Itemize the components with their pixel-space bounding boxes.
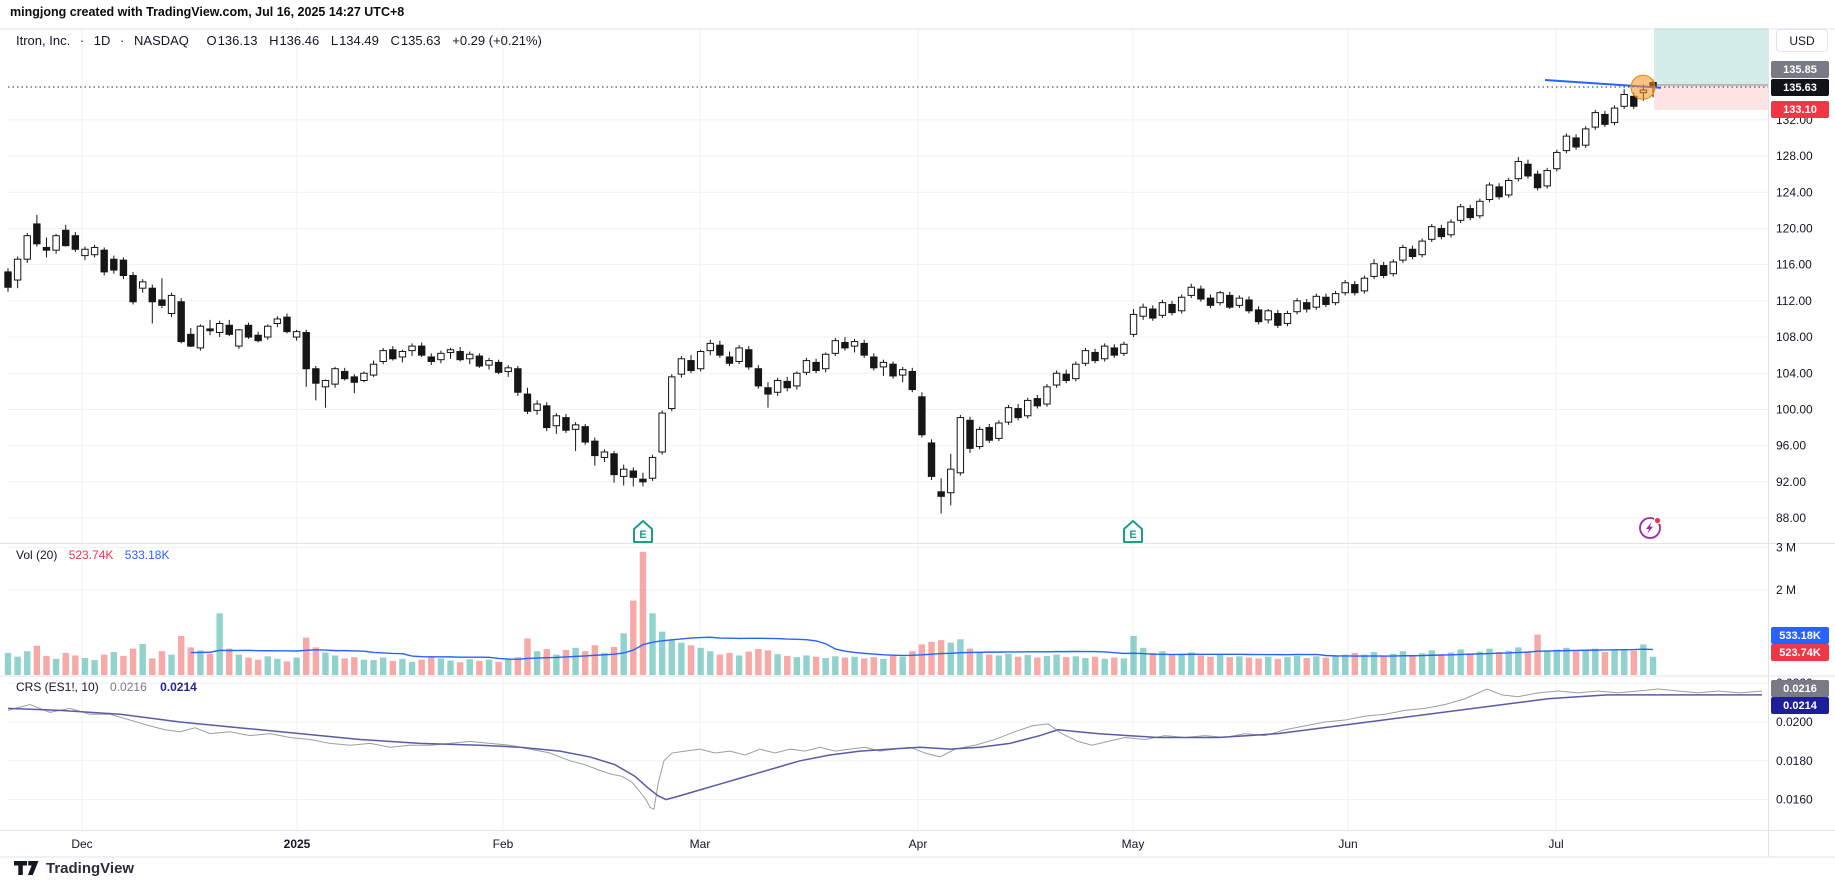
axis-tick-label: Jul — [1548, 837, 1563, 851]
axis-tick-label: 0.0200 — [1776, 715, 1813, 729]
tradingview-logo-icon — [14, 861, 39, 875]
axis-tick-label: 0.0180 — [1776, 754, 1813, 768]
axis-tick-label: Jun — [1338, 837, 1357, 851]
axis-tick-label: Feb — [493, 837, 514, 851]
axis-tick-label: Mar — [690, 837, 711, 851]
legend-separator: · — [79, 33, 85, 48]
currency-selector[interactable]: USD — [1776, 29, 1828, 52]
volume-ma-value: 523.74K — [68, 548, 114, 562]
price-badge-entry: 135.85 — [1771, 61, 1829, 78]
earnings-icon[interactable]: E — [633, 520, 653, 543]
axis-tick-label: 128.00 — [1776, 149, 1813, 163]
crs-navy-value: 0.0214 — [160, 680, 197, 694]
volume-badge-ma: 523.74K — [1771, 644, 1829, 661]
ohlc-open: O136.13 — [206, 33, 258, 48]
volume-badge-current: 533.18K — [1771, 627, 1829, 644]
legend-separator: · — [120, 33, 125, 48]
volume-series — [4, 551, 1657, 675]
crs-badge-navy: 0.0214 — [1771, 697, 1829, 714]
axis-tick-label: 3 M — [1776, 541, 1796, 555]
tradingview-logo[interactable]: TradingView — [14, 860, 134, 877]
candlestick-series — [4, 79, 1657, 514]
axis-tick-label: 2025 — [284, 837, 311, 851]
axis-tick-label: 88.00 — [1776, 511, 1806, 525]
crs-gray-line — [7, 688, 1763, 811]
axis-tick-label: 124.00 — [1776, 185, 1813, 199]
axis-tick-label: 96.00 — [1776, 439, 1806, 453]
symbol-legend[interactable]: Itron, Inc. · 1D · NASDAQ O136.13 H136.4… — [16, 33, 542, 48]
crs-label: CRS (ES1!, 10) — [16, 680, 99, 694]
axis-tick-label: 92.00 — [1776, 475, 1806, 489]
crs-series — [7, 688, 1763, 811]
axis-tick-label: 2 M — [1776, 583, 1796, 597]
gridlines — [0, 28, 1835, 858]
flash-icon[interactable] — [1639, 516, 1662, 539]
crs-navy-line — [7, 694, 1762, 801]
long-position-loss-zone — [1654, 85, 1768, 110]
price-badge-last: 135.63 — [1771, 79, 1829, 96]
earnings-icon[interactable]: E — [1123, 520, 1143, 543]
axis-tick-label: 100.00 — [1776, 402, 1813, 416]
axis-tick-label: 112.00 — [1776, 294, 1812, 308]
exchange-label: NASDAQ — [134, 33, 189, 48]
volume-label: Vol (20) — [16, 548, 58, 562]
ohlc-close: C135.63 — [390, 33, 441, 48]
crs-gray-value: 0.0216 — [110, 680, 147, 694]
price-badge-stop: 133.10 — [1771, 101, 1829, 118]
axis-tick-label: 0.0160 — [1776, 793, 1813, 807]
symbol-name: Itron, Inc. — [16, 33, 71, 48]
credit-line: mingjong created with TradingView.com, J… — [10, 5, 405, 19]
svg-text:E: E — [1129, 529, 1136, 541]
ohlc-high: H136.46 — [269, 33, 320, 48]
axis-tick-label: Dec — [71, 837, 92, 851]
axis-tick-label: 116.00 — [1776, 258, 1812, 272]
volume-indicator-legend[interactable]: Vol (20) 523.74K 533.18K — [16, 548, 169, 562]
volume-current-value: 533.18K — [124, 548, 170, 562]
volume-ma-line — [190, 636, 1654, 660]
svg-text:E: E — [639, 529, 646, 541]
axis-tick-label: 108.00 — [1776, 330, 1813, 344]
crs-indicator-legend[interactable]: CRS (ES1!, 10) 0.0216 0.0214 — [16, 680, 197, 694]
axis-tick-label: 104.00 — [1776, 366, 1813, 380]
axis-tick-label: May — [1122, 837, 1145, 851]
ohlc-low: L134.49 — [330, 33, 379, 48]
tradingview-logo-text: TradingView — [46, 860, 135, 877]
drawing-long-position[interactable] — [8, 28, 1768, 110]
axis-tick-label: Apr — [909, 837, 928, 851]
long-position-profit-zone — [1654, 28, 1768, 86]
crs-badge-gray: 0.0216 — [1771, 680, 1829, 697]
circle-marker[interactable] — [1630, 74, 1656, 100]
price-change: +0.29 (+0.21%) — [452, 33, 542, 48]
axis-tick-label: 120.00 — [1776, 221, 1813, 235]
interval-label: 1D — [93, 33, 111, 48]
